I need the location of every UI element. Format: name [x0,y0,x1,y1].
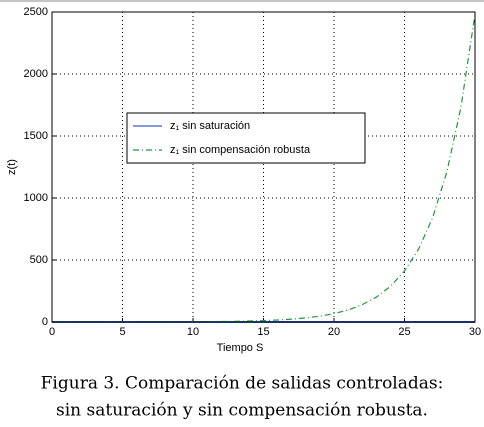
y-tick-label: 1500 [24,130,48,142]
legend-box [126,112,366,164]
y-tick-label: 2500 [24,6,48,18]
y-axis-label: z(t) [6,159,18,175]
x-tick-label: 15 [257,326,269,338]
y-tick-label: 500 [30,254,48,266]
legend-label: z₁ sin saturación [170,120,250,132]
caption: Figura 3. Comparación de salidas control… [41,374,444,394]
y-tick-label: 2000 [24,68,48,80]
x-tick-label: 20 [328,326,340,338]
axes-box [51,11,476,323]
x-tick-label: 10 [187,326,199,338]
legend-label: z₁ sin compensación robusta [170,144,311,156]
x-tick-label: 5 [119,326,125,338]
y-tick-label: 1000 [24,192,48,204]
x-tick-label: 0 [49,326,55,338]
x-axis-label: Tiempo S [217,342,264,354]
y-tick-label: 0 [42,316,48,328]
caption: sin saturación y sin compensación robust… [56,401,428,421]
plot-area [52,12,475,322]
x-tick-label: 30 [469,326,481,338]
x-tick-label: 25 [398,326,410,338]
